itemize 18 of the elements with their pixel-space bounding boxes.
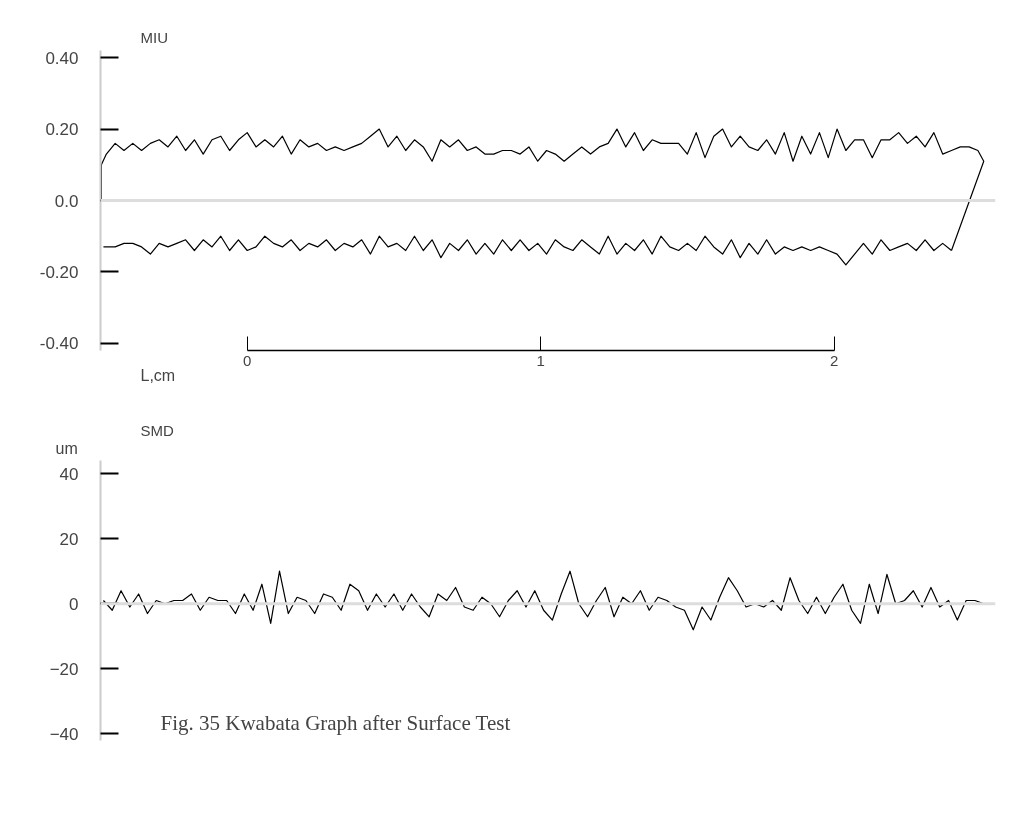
y-tick-label: 0.20: [45, 120, 79, 140]
x-tick-label: 2: [829, 351, 839, 369]
y-tick-label: -0.20: [39, 262, 79, 282]
annotation: Fig. 35 Kwabata Graph after Surface Test: [160, 710, 511, 735]
y-tick-label: −40: [49, 724, 79, 744]
x-tick-label: 1: [536, 351, 545, 369]
x-axis-title: L,cm: [140, 366, 176, 384]
y-tick-label: 0.0: [54, 191, 79, 211]
y-tick-label: 0.40: [45, 48, 79, 68]
y-axis-title: um: [55, 439, 78, 457]
y-tick-label: 0: [69, 594, 79, 614]
x-tick-label: 0: [243, 351, 252, 369]
y-tick-label: −20: [49, 659, 79, 679]
chart-title: MIU: [140, 28, 168, 46]
y-tick-label: -0.40: [39, 334, 79, 354]
y-tick-label: 40: [59, 464, 79, 484]
chart-title: SMD: [140, 421, 174, 439]
y-tick-label: 20: [59, 529, 79, 549]
